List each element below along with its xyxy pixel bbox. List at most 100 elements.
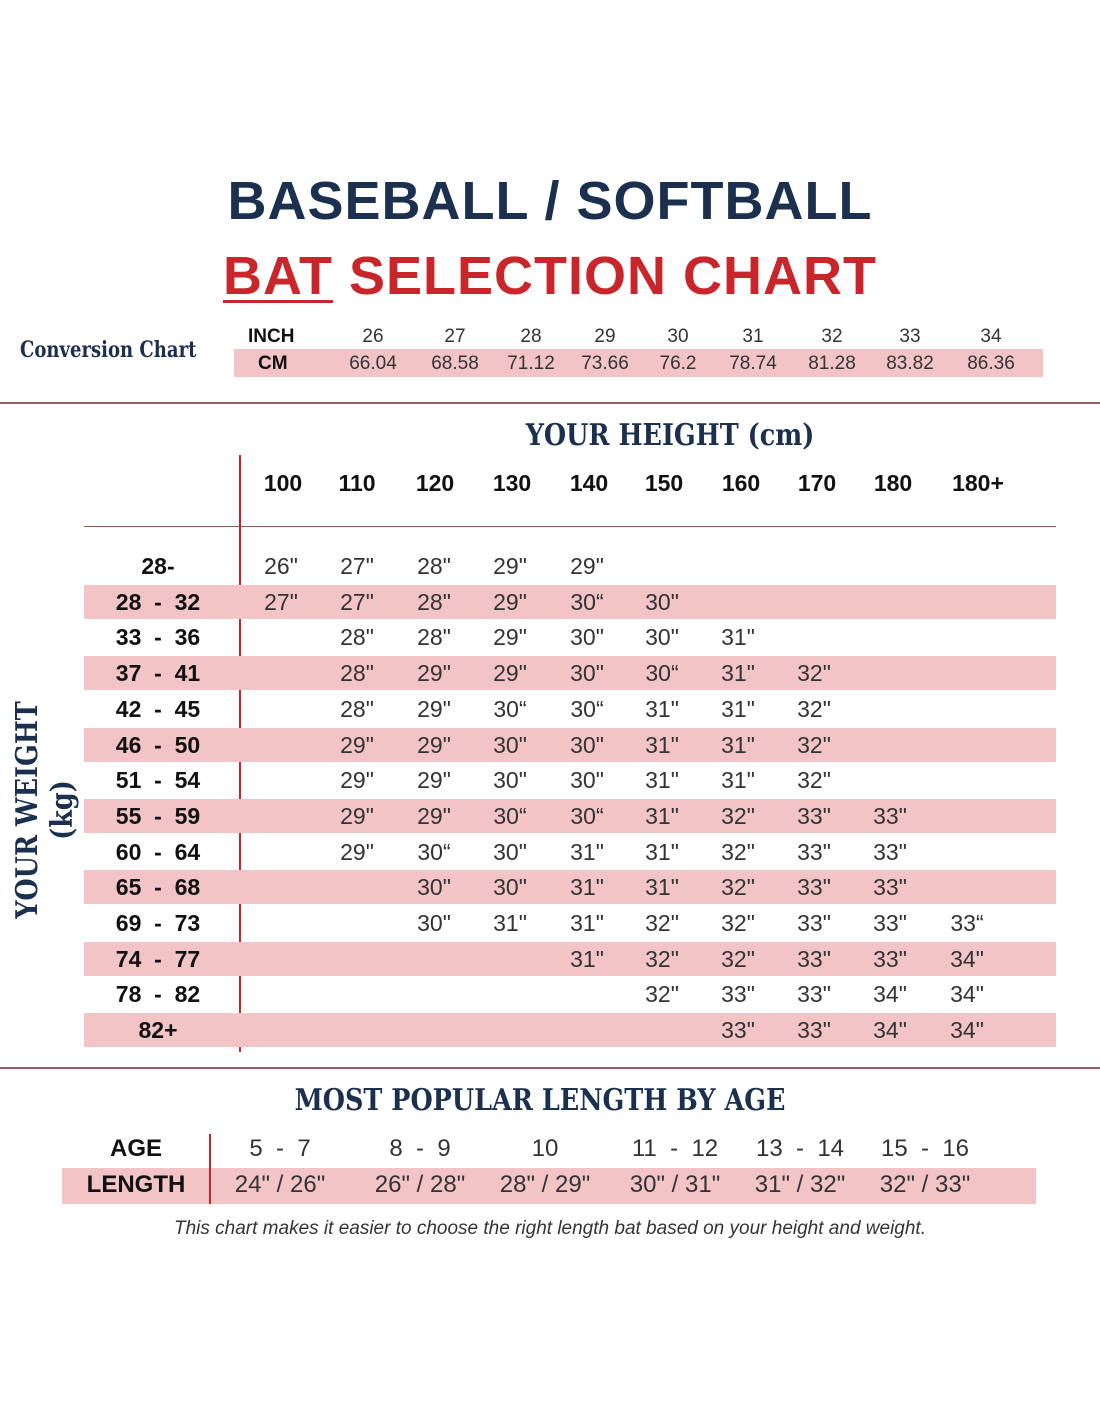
bat-length-cell: 32" bbox=[797, 731, 831, 758]
bat-length-cell: 30" bbox=[570, 660, 604, 687]
inch-value: 27 bbox=[444, 326, 466, 347]
weight-row-label: 78 - 82 bbox=[115, 981, 201, 1008]
bat-length-cell: 31" bbox=[645, 695, 679, 722]
bat-length-cell: 29" bbox=[417, 731, 451, 758]
cm-value: 81.28 bbox=[808, 353, 856, 374]
length-value: 32" / 33" bbox=[879, 1171, 971, 1198]
bat-length-cell: 29" bbox=[493, 660, 527, 687]
table-row: 37 - 41 28" 29" 29" 30" 30“ 31" 32" bbox=[84, 656, 1056, 691]
bat-length-cell: 33" bbox=[797, 874, 831, 901]
length-value: 26" / 28" bbox=[374, 1171, 466, 1198]
bat-length-cell: 29" bbox=[493, 553, 527, 579]
length-band bbox=[62, 1168, 1036, 1204]
bat-length-cell: 33" bbox=[721, 981, 755, 1008]
age-section-title: MOST POPULAR LENGTH BY AGE bbox=[294, 1083, 786, 1118]
bat-length-cell: 31" bbox=[645, 802, 679, 829]
bat-length-cell: 30" bbox=[645, 624, 679, 651]
bat-length-cell: 32" bbox=[721, 910, 755, 936]
bat-length-cell: 29" bbox=[340, 802, 374, 829]
weight-row-label: 65 - 68 bbox=[115, 874, 201, 901]
age-value: 13 - 14 bbox=[755, 1135, 845, 1162]
age-label: AGE bbox=[109, 1135, 162, 1162]
cm-value: 76.2 bbox=[659, 353, 697, 374]
bat-length-cell: 30" bbox=[417, 874, 451, 901]
bat-length-cell: 29" bbox=[493, 624, 527, 651]
bat-length-cell: 27" bbox=[340, 588, 374, 615]
conversion-chart-title: Conversion Chart bbox=[20, 337, 197, 363]
inch-value: 28 bbox=[520, 326, 542, 347]
bat-length-cell: 33" bbox=[873, 910, 907, 936]
cm-value: 66.04 bbox=[349, 353, 397, 374]
length-value: 30" / 31" bbox=[629, 1171, 721, 1198]
bat-length-cell: 30“ bbox=[493, 802, 527, 829]
age-value: 5 - 7 bbox=[249, 1135, 311, 1162]
inch-value: 34 bbox=[980, 326, 1002, 347]
conversion-cm-band bbox=[234, 349, 1043, 377]
inch-value: 31 bbox=[742, 326, 764, 347]
bat-length-cell: 30“ bbox=[570, 802, 604, 829]
bat-length-cell: 29" bbox=[417, 802, 451, 829]
height-column-header: 110 bbox=[338, 470, 376, 496]
table-row: 74 - 77 31" 32" 32" 33" 33" 34" bbox=[84, 941, 1056, 976]
bat-length-cell: 31" bbox=[645, 838, 679, 865]
weight-axis-label: YOUR WEIGHT (kg) bbox=[10, 701, 80, 919]
inch-value: 30 bbox=[667, 326, 689, 347]
bat-length-cell: 33" bbox=[873, 802, 907, 829]
table-row: 78 - 82 32" 33" 33" 34" 34" bbox=[84, 977, 1056, 1011]
cm-value: 68.58 bbox=[431, 353, 479, 374]
bat-length-cell: 30“ bbox=[570, 695, 604, 722]
bat-length-cell: 30" bbox=[570, 767, 604, 794]
table-row: 65 - 68 30" 30" 31" 31" 32" 33" 33" bbox=[84, 870, 1056, 905]
bat-length-cell: 34" bbox=[873, 1017, 907, 1044]
bat-length-cell: 34" bbox=[950, 1017, 984, 1044]
bat-length-cell: 30" bbox=[493, 874, 527, 901]
inch-value: 29 bbox=[594, 326, 616, 347]
bat-length-cell: 27" bbox=[264, 588, 298, 615]
height-column-header: 170 bbox=[797, 470, 837, 496]
bat-length-cell: 32" bbox=[645, 945, 679, 972]
table-row: 46 - 50 29" 29" 30" 30" 31" 31" 32" bbox=[84, 727, 1056, 762]
height-column-header: 180+ bbox=[952, 470, 1004, 496]
bat-length-cell: 33" bbox=[873, 838, 907, 865]
bat-length-cell: 33" bbox=[873, 945, 907, 972]
bat-length-cell: 30“ bbox=[570, 588, 604, 615]
bat-length-cell: 32" bbox=[797, 660, 831, 687]
inch-value: 26 bbox=[362, 326, 384, 347]
bat-length-cell: 31" bbox=[570, 838, 604, 865]
bat-length-cell: 28" bbox=[340, 695, 374, 722]
title-rest: SELECTION CHART bbox=[332, 246, 877, 306]
cm-value: 71.12 bbox=[507, 353, 555, 374]
bat-length-cell: 33" bbox=[797, 945, 831, 972]
age-value: 8 - 9 bbox=[389, 1135, 451, 1162]
cm-label: CM bbox=[258, 353, 288, 374]
bat-length-cell: 29" bbox=[417, 695, 451, 722]
length-value: 24" / 26" bbox=[234, 1171, 326, 1198]
height-column-header: 150 bbox=[644, 470, 684, 496]
inch-value: 33 bbox=[899, 326, 921, 347]
bat-length-cell: 30" bbox=[570, 731, 604, 758]
weight-row-label: 28 - 32 bbox=[115, 588, 201, 615]
bat-length-cell: 30" bbox=[493, 838, 527, 865]
weight-row-label: 51 - 54 bbox=[115, 767, 201, 794]
bat-length-cell: 30“ bbox=[493, 695, 527, 722]
bat-length-cell: 32" bbox=[721, 802, 755, 829]
bat-length-cell: 32" bbox=[797, 767, 831, 794]
bat-length-cell: 32" bbox=[645, 910, 679, 936]
bat-length-cell: 29" bbox=[340, 767, 374, 794]
height-column-header: 160 bbox=[721, 470, 761, 496]
bat-length-cell: 29" bbox=[417, 660, 451, 687]
age-value: 15 - 16 bbox=[880, 1135, 970, 1162]
bat-length-cell: 28" bbox=[417, 624, 451, 651]
table-row: 82+ 33" 33" 34" 34" bbox=[84, 1013, 1056, 1048]
height-column-header: 180 bbox=[873, 470, 913, 496]
bat-length-cell: 31" bbox=[721, 767, 755, 794]
bat-length-cell: 33" bbox=[797, 1017, 831, 1044]
weight-row-label: 37 - 41 bbox=[115, 660, 201, 687]
bat-length-cell: 32" bbox=[721, 874, 755, 901]
table-row: 33 - 36 28" 28" 29" 30" 30" 31" bbox=[84, 620, 1056, 654]
title-line-2: BAT SELECTION CHART bbox=[0, 245, 1100, 307]
height-axis-label: YOUR HEIGHT (cm) bbox=[525, 418, 815, 453]
height-column-header: 100 bbox=[263, 470, 303, 496]
age-vertical-rule bbox=[209, 1134, 211, 1204]
bat-length-cell: 33“ bbox=[950, 910, 984, 936]
